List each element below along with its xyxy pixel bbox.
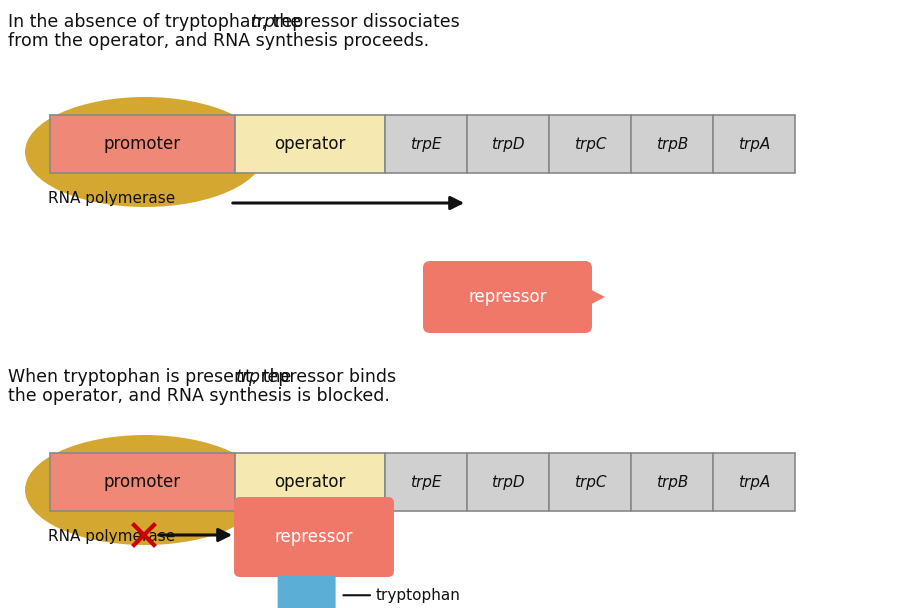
FancyBboxPatch shape (385, 115, 467, 173)
FancyBboxPatch shape (549, 115, 631, 173)
Text: operator: operator (274, 473, 345, 491)
Text: trpB: trpB (656, 474, 688, 489)
FancyBboxPatch shape (549, 453, 631, 511)
Text: promoter: promoter (104, 473, 181, 491)
Text: trpE: trpE (410, 474, 441, 489)
Text: repressor dissociates: repressor dissociates (269, 13, 460, 31)
Polygon shape (582, 285, 605, 309)
FancyBboxPatch shape (631, 115, 713, 173)
FancyBboxPatch shape (50, 115, 235, 173)
FancyBboxPatch shape (467, 453, 549, 511)
Text: In the absence of tryptophan, the: In the absence of tryptophan, the (8, 13, 307, 31)
Text: repressor binds: repressor binds (255, 368, 396, 386)
Polygon shape (277, 576, 335, 608)
FancyBboxPatch shape (385, 453, 467, 511)
Text: trpC: trpC (574, 137, 606, 151)
Text: trpD: trpD (492, 474, 525, 489)
Text: operator: operator (274, 135, 345, 153)
Text: When tryptophan is present, the: When tryptophan is present, the (8, 368, 297, 386)
Ellipse shape (25, 97, 265, 207)
FancyBboxPatch shape (234, 497, 394, 577)
FancyBboxPatch shape (50, 453, 235, 511)
Text: from the operator, and RNA synthesis proceeds.: from the operator, and RNA synthesis pro… (8, 32, 429, 50)
FancyBboxPatch shape (713, 453, 795, 511)
Text: tryptophan: tryptophan (344, 588, 460, 603)
Text: the operator, and RNA synthesis is blocked.: the operator, and RNA synthesis is block… (8, 387, 390, 405)
Text: trp: trp (250, 13, 275, 31)
Ellipse shape (25, 435, 265, 545)
FancyBboxPatch shape (423, 261, 592, 333)
FancyBboxPatch shape (467, 115, 549, 173)
FancyBboxPatch shape (235, 453, 385, 511)
Text: promoter: promoter (104, 135, 181, 153)
FancyBboxPatch shape (631, 453, 713, 511)
Text: trpB: trpB (656, 137, 688, 151)
Text: trp: trp (236, 368, 261, 386)
Text: trpA: trpA (738, 474, 771, 489)
FancyBboxPatch shape (713, 115, 795, 173)
Text: trpE: trpE (410, 137, 441, 151)
Text: RNA polymerase: RNA polymerase (48, 529, 175, 544)
Text: repressor: repressor (274, 528, 353, 546)
Text: trpD: trpD (492, 137, 525, 151)
FancyBboxPatch shape (235, 115, 385, 173)
Text: trpC: trpC (574, 474, 606, 489)
Text: trpA: trpA (738, 137, 771, 151)
Text: RNA polymerase: RNA polymerase (48, 191, 175, 206)
Text: repressor: repressor (468, 288, 547, 306)
